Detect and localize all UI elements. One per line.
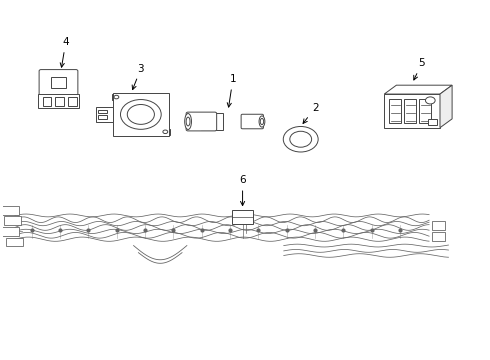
FancyBboxPatch shape [39,69,78,95]
Circle shape [127,104,154,124]
Text: 5: 5 [414,58,425,80]
Text: 4: 4 [60,37,69,67]
FancyBboxPatch shape [432,232,445,241]
Text: 6: 6 [239,175,246,206]
Ellipse shape [290,131,312,147]
Circle shape [425,97,435,104]
FancyBboxPatch shape [1,227,19,236]
Ellipse shape [186,117,190,126]
Text: 2: 2 [303,103,318,123]
Text: 1: 1 [227,74,236,107]
Text: 3: 3 [132,64,144,90]
FancyBboxPatch shape [98,110,107,113]
FancyBboxPatch shape [186,112,217,131]
Polygon shape [384,85,452,94]
FancyBboxPatch shape [68,96,76,106]
Ellipse shape [283,126,318,152]
Polygon shape [440,85,452,128]
FancyBboxPatch shape [51,77,66,88]
FancyBboxPatch shape [384,94,440,128]
FancyBboxPatch shape [419,99,431,123]
Ellipse shape [185,113,192,130]
FancyBboxPatch shape [43,96,51,106]
FancyBboxPatch shape [112,94,121,100]
FancyBboxPatch shape [404,99,416,123]
Circle shape [121,100,161,129]
FancyBboxPatch shape [6,238,24,247]
FancyBboxPatch shape [389,99,401,123]
FancyBboxPatch shape [201,113,223,130]
FancyBboxPatch shape [428,118,437,125]
FancyBboxPatch shape [161,129,170,135]
FancyBboxPatch shape [232,210,253,224]
FancyBboxPatch shape [55,96,64,106]
Ellipse shape [260,118,264,125]
FancyBboxPatch shape [38,94,79,108]
Circle shape [163,130,168,134]
Circle shape [114,95,119,99]
FancyBboxPatch shape [113,93,169,136]
FancyBboxPatch shape [432,221,445,230]
Ellipse shape [259,116,265,127]
FancyBboxPatch shape [98,116,107,119]
FancyBboxPatch shape [4,216,21,225]
FancyBboxPatch shape [96,107,113,122]
FancyBboxPatch shape [241,114,264,129]
FancyBboxPatch shape [1,206,19,215]
